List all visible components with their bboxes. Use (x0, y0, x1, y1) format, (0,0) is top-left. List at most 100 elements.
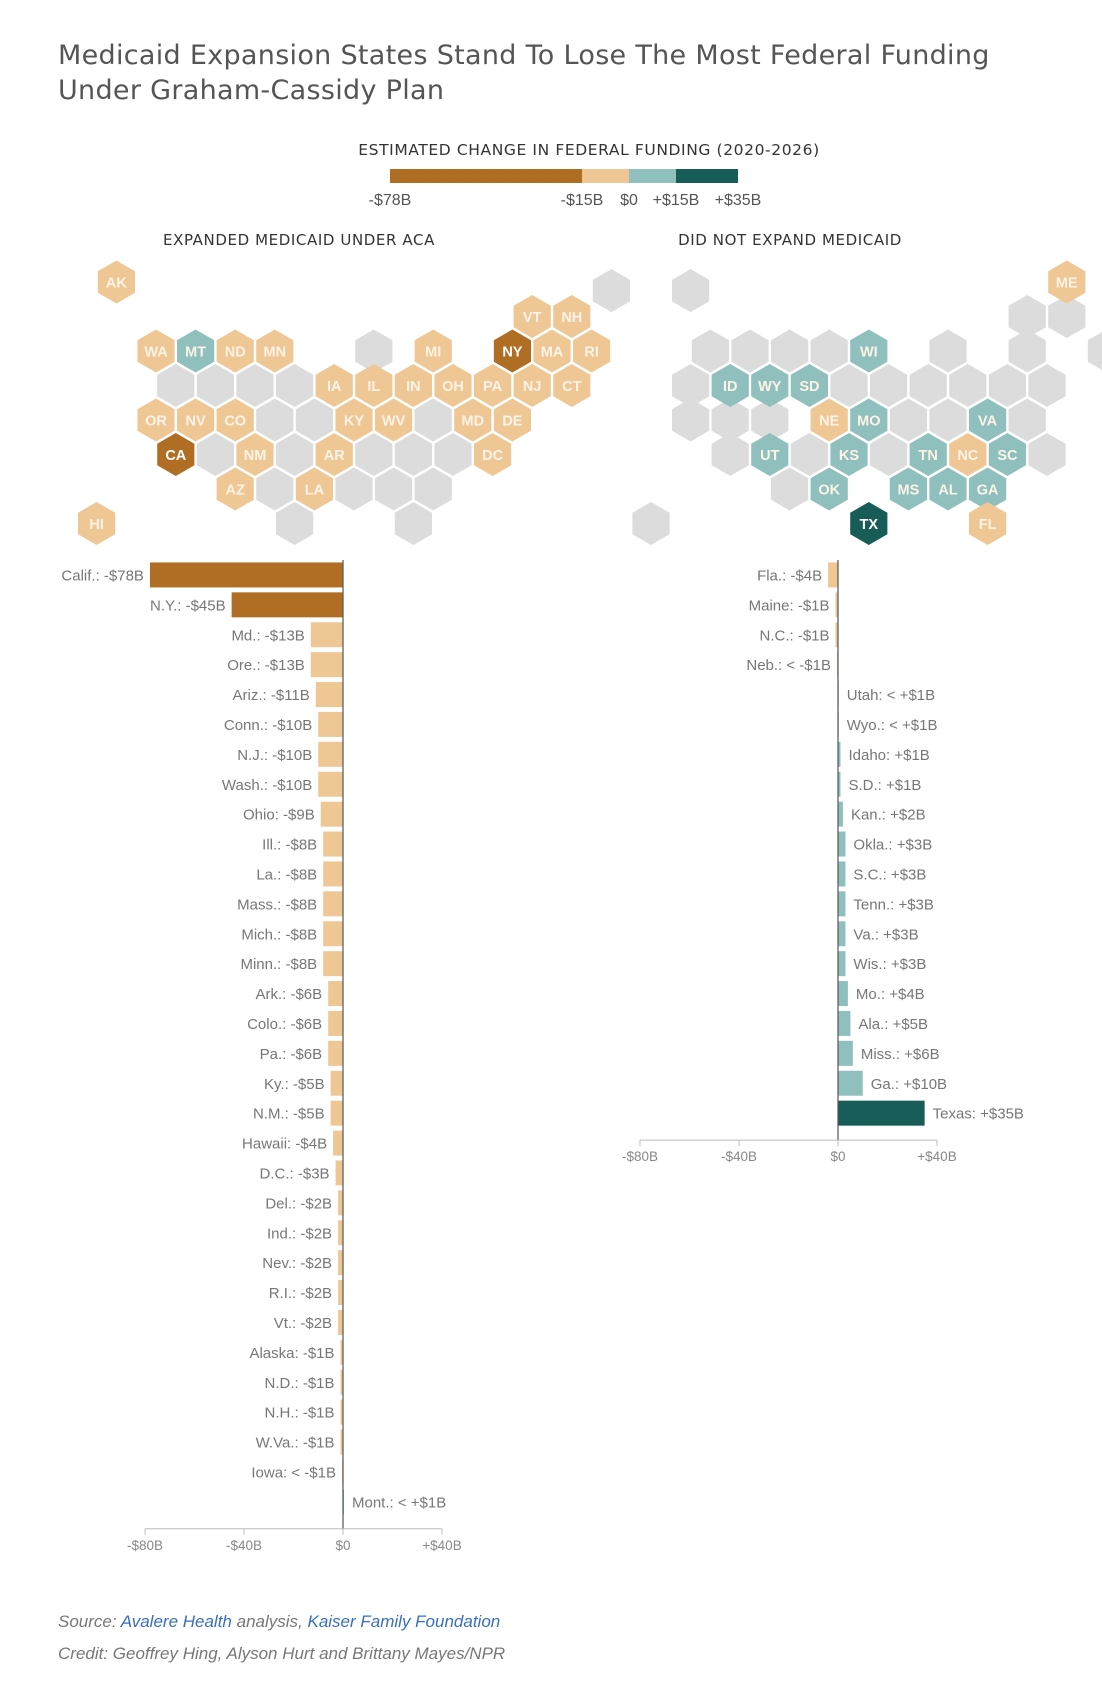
hex-label-ar: AR (324, 448, 345, 464)
hex-tile-empty (276, 502, 314, 545)
bar-label: N.H.: -$1B (264, 1405, 334, 1422)
hex-tile-empty (157, 364, 195, 407)
bar-label: N.C.: -$1B (759, 627, 829, 644)
hex-tile-empty (335, 467, 373, 511)
bar-label: Alaska: -$1B (249, 1345, 334, 1362)
hex-tile-de (493, 398, 531, 442)
bar (338, 1280, 343, 1306)
bar (828, 562, 838, 588)
hex-tile-ok (810, 467, 848, 511)
hex-label-mn: MN (264, 345, 287, 361)
hex-tile-wy (751, 364, 789, 407)
hex-tile-empty (929, 329, 967, 373)
bar-label: Del.: -$2B (265, 1195, 332, 1212)
hex-label-ok: OK (818, 483, 840, 499)
hex-tile-empty (751, 398, 789, 442)
legend-label: -$78B (369, 192, 412, 209)
hex-tile-ks (830, 433, 868, 476)
bar-label: Ky.: -$5B (264, 1076, 325, 1093)
bar (838, 771, 841, 797)
hex-label-dc: DC (482, 448, 503, 464)
hex-tile-ny (493, 329, 531, 373)
hex-label-oh: OH (442, 379, 464, 395)
bar (838, 1010, 851, 1036)
bar-label: Maine: -$1B (749, 597, 830, 614)
hex-tile-ut (751, 433, 789, 476)
bar-label: Nev.: -$2B (262, 1255, 332, 1272)
hex-label-ri: RI (584, 345, 599, 361)
x-tick-label: +$40B (422, 1538, 461, 1553)
legend-label: -$15B (561, 192, 604, 209)
hex-tile-empty (1048, 295, 1086, 338)
hex-tile-empty (731, 329, 769, 373)
hex-label-al: AL (938, 483, 957, 499)
bar (320, 801, 343, 827)
legend-swatch-3 (676, 169, 738, 183)
bar-label: Calif.: -$78B (61, 567, 144, 584)
hex-tile-empty (810, 329, 848, 373)
hex-tile-az (216, 467, 254, 511)
bar-label: Idaho: +$1B (848, 747, 929, 764)
x-tick-label: -$80B (127, 1538, 163, 1553)
hex-tile-ar (315, 433, 353, 476)
hex-tile-va (969, 398, 1007, 442)
hex-tile-empty (909, 364, 947, 407)
hex-tile-empty (355, 329, 393, 373)
hex-tile-in (394, 364, 432, 407)
bar (333, 1130, 343, 1156)
hex-tile-empty (771, 467, 809, 511)
hex-tile-wa (137, 329, 175, 373)
bar-label: Hawaii: -$4B (242, 1136, 327, 1153)
hex-tile-empty (355, 433, 393, 476)
bar-label: Mont.: < +$1B (352, 1494, 446, 1511)
hex-tile-empty (276, 433, 314, 476)
hex-tile-ms (889, 467, 927, 511)
hex-tile-mi (414, 329, 452, 373)
hex-tile-empty (929, 398, 967, 442)
bar (835, 622, 838, 648)
hex-label-ms: MS (898, 483, 920, 499)
hex-label-or: OR (145, 414, 167, 430)
bar (838, 951, 846, 977)
bar-label: Ala.: +$5B (858, 1016, 928, 1033)
bar-label: Wis.: +$3B (853, 956, 926, 973)
hex-tile-empty (790, 433, 828, 476)
hex-label-nh: NH (561, 310, 582, 326)
bar-label: Pa.: -$6B (260, 1046, 323, 1063)
source-link-avalere[interactable]: Avalere Health (120, 1612, 232, 1631)
x-tick-label: $0 (830, 1149, 845, 1164)
hex-label-tn: TN (919, 448, 938, 464)
bar-label: Ind.: -$2B (267, 1225, 332, 1242)
bar (330, 1100, 343, 1126)
bar (340, 1369, 343, 1395)
legend-label: +$35B (715, 192, 762, 209)
bar (838, 861, 846, 887)
hex-tile-empty (870, 433, 908, 476)
bar (838, 1100, 925, 1126)
hex-tile-ri (573, 329, 611, 373)
hex-tile-nv (177, 398, 215, 442)
bar (838, 981, 848, 1007)
hex-tile-vt (513, 295, 551, 338)
bar-label: Okla.: +$3B (853, 837, 932, 854)
hex-label-nj: NJ (523, 379, 542, 395)
bar (838, 1040, 853, 1066)
bar (338, 1250, 343, 1276)
hex-tile-md (454, 398, 492, 442)
bar-label: Mich.: -$8B (241, 926, 317, 943)
bar (310, 652, 343, 678)
hex-tile-empty (1028, 433, 1066, 476)
source-link-kff[interactable]: Kaiser Family Foundation (307, 1612, 501, 1631)
hex-label-il: IL (367, 379, 380, 395)
bar-label: Wash.: -$10B (222, 777, 312, 794)
hex-tile-empty (949, 364, 987, 407)
hex-label-mo: MO (857, 414, 880, 430)
hex-tile-empty (1008, 295, 1046, 338)
hex-tile-empty (394, 433, 432, 476)
hex-tile-empty (592, 269, 630, 313)
hex-tile-wv (375, 398, 413, 442)
bar (323, 861, 343, 887)
hex-tile-al (929, 467, 967, 511)
hex-label-sc: SC (997, 448, 1018, 464)
hex-label-nd: ND (225, 345, 246, 361)
